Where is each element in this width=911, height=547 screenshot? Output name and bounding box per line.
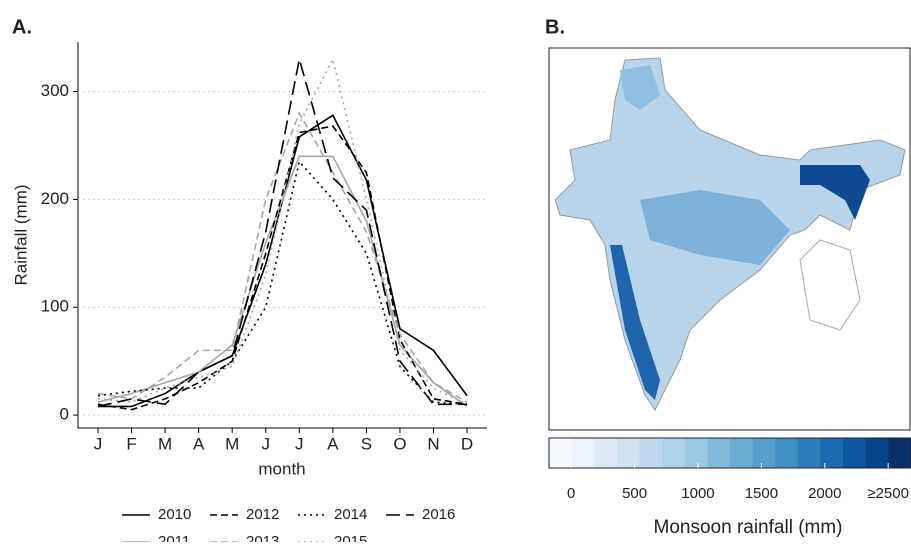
y-tick-label: 0 [60, 405, 69, 424]
legend-label: 2010 [158, 506, 191, 523]
x-tick-label: J [94, 434, 103, 453]
y-tick-label: 200 [41, 189, 69, 208]
legend-label: 2014 [334, 506, 367, 523]
x-tick-label: A [193, 434, 205, 453]
series-line [97, 155, 468, 408]
legend-label: 2016 [422, 506, 455, 523]
y-axis-label: Rainfall (mm) [11, 184, 30, 285]
x-tick-label: F [126, 434, 136, 453]
colorbar-cell [571, 438, 595, 468]
colorbar-tick-label: ≥2500 [867, 485, 909, 502]
series-line [97, 125, 468, 411]
x-tick-label: O [393, 434, 406, 453]
region [620, 65, 660, 110]
colorbar-tick-label: 1000 [681, 485, 714, 502]
colorbar-cell [616, 438, 640, 468]
series-line [97, 159, 468, 406]
colorbar-cell [888, 438, 911, 468]
x-tick-label: J [295, 434, 304, 453]
series-line [97, 111, 468, 403]
colorbar-cell [594, 438, 618, 468]
x-tick-label: A [327, 434, 339, 453]
colorbar-cell [775, 438, 799, 468]
colorbar-cell [865, 438, 889, 468]
x-tick-label: N [427, 434, 439, 453]
series-line [97, 59, 468, 408]
colorbar-cell [797, 438, 821, 468]
colorbar-cell [730, 438, 754, 468]
legend-label: 2015 [334, 533, 367, 542]
colorbar-tick-label: 0 [567, 485, 575, 502]
colorbar-cell [549, 438, 573, 468]
panel-label: A. [12, 16, 32, 38]
colorbar-cell [820, 438, 844, 468]
colorbar-cell [639, 438, 663, 468]
colorbar-cell [707, 438, 731, 468]
colorbar-cell [843, 438, 867, 468]
colorbar-tick-label: 1500 [745, 485, 778, 502]
legend-label: 2011 [158, 533, 190, 542]
x-axis-label: month [258, 459, 305, 478]
map [548, 47, 911, 431]
colorbar-tick-label: 2000 [808, 485, 841, 502]
coastline [799, 239, 861, 331]
colorbar-cell [662, 438, 686, 468]
x-tick-label: M [158, 434, 172, 453]
region [800, 165, 870, 220]
colorbar-tick-label: 500 [622, 485, 647, 502]
y-tick-label: 100 [41, 297, 69, 316]
colorbar-cell [752, 438, 776, 468]
legend-label: 2013 [246, 533, 279, 542]
colorbar-label: Monsoon rainfall (mm) [654, 517, 843, 538]
x-tick-label: S [361, 434, 372, 453]
panel-label: B. [545, 16, 565, 38]
x-tick-label: J [262, 434, 271, 453]
x-tick-label: M [225, 434, 239, 453]
x-tick-label: D [461, 434, 473, 453]
colorbar-frame [548, 437, 911, 469]
y-tick-label: 300 [41, 81, 69, 100]
legend-label: 2012 [246, 506, 279, 523]
colorbar-cell [684, 438, 708, 468]
region [610, 245, 660, 400]
region [640, 190, 790, 265]
